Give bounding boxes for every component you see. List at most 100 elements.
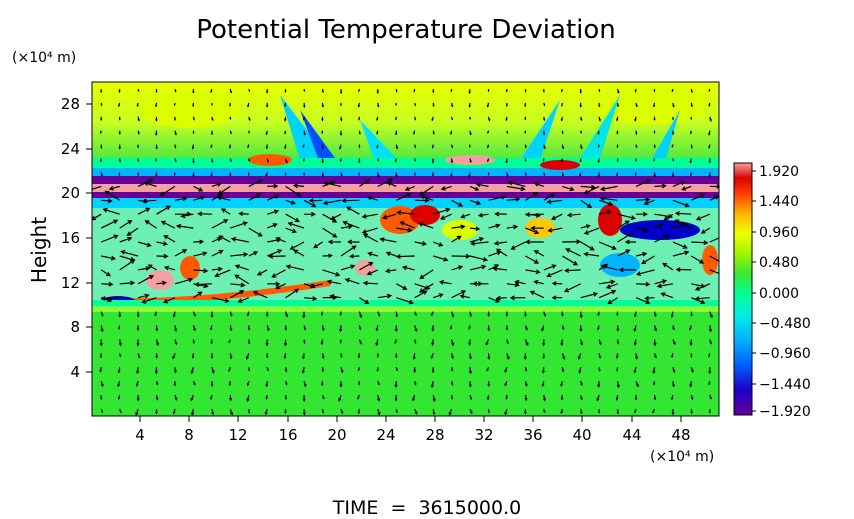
velocity-arrow [709, 195, 719, 201]
velocity-arrow [690, 367, 694, 373]
x-tick-label: 40 [572, 426, 591, 444]
velocity-arrow [597, 158, 600, 164]
velocity-arrow [475, 182, 489, 188]
x-tick: 28 [425, 416, 445, 444]
velocity-arrow [346, 206, 360, 215]
velocity-arrow [395, 254, 415, 259]
velocity-arrow [321, 158, 324, 164]
velocity-arrow [505, 311, 509, 317]
velocity-arrow [430, 311, 434, 317]
velocity-arrow [600, 264, 618, 271]
velocity-arrow [708, 102, 711, 107]
velocity-arrow [252, 291, 268, 299]
velocity-arrow [663, 213, 674, 221]
velocity-arrow [160, 220, 176, 229]
velocity-arrow [708, 158, 712, 164]
velocity-arrow [694, 296, 710, 301]
velocity-arrow [506, 282, 520, 288]
velocity-arrow [265, 339, 269, 347]
velocity-arrow [100, 116, 103, 121]
velocity-arrow [485, 339, 490, 346]
velocity-arrow [413, 88, 416, 93]
velocity-arrow [303, 325, 307, 331]
velocity-arrow [404, 185, 415, 191]
velocity-arrow [533, 182, 544, 187]
colorbar-tick: 0.960 [752, 225, 799, 241]
velocity-arrow [617, 232, 633, 243]
velocity-arrow [366, 269, 379, 276]
velocity-arrow [634, 408, 637, 414]
velocity-arrow [214, 269, 231, 278]
velocity-arrow [635, 227, 649, 233]
velocity-arrow [634, 172, 637, 176]
velocity-arrow [119, 236, 133, 243]
velocity-arrow [543, 144, 546, 150]
velocity-arrow [118, 172, 121, 177]
velocity-arrow [327, 239, 342, 245]
velocity-arrow [173, 116, 177, 121]
velocity-arrow [340, 116, 343, 122]
velocity-arrow [413, 367, 417, 374]
velocity-arrow [117, 381, 121, 388]
velocity-arrow [266, 325, 270, 332]
velocity-arrow [495, 295, 507, 301]
velocity-arrow [210, 353, 214, 359]
velocity-arrow [616, 130, 619, 135]
velocity-arrow [362, 233, 379, 243]
velocity-arrow [690, 408, 693, 415]
velocity-arrow [303, 88, 306, 93]
velocity-arrow [100, 269, 112, 277]
velocity-arrow [598, 88, 601, 93]
velocity-arrow [377, 102, 380, 108]
velocity-arrow [635, 281, 651, 287]
velocity-arrow [385, 251, 397, 257]
velocity-arrow [359, 297, 370, 305]
velocity-arrow [672, 180, 686, 187]
velocity-arrow [652, 367, 656, 375]
velocity-arrow [653, 172, 656, 178]
velocity-arrow [323, 181, 342, 187]
velocity-arrow [100, 395, 103, 401]
velocity-arrow [506, 130, 509, 135]
velocity-arrow [173, 172, 176, 177]
velocity-arrow [598, 339, 602, 346]
velocity-arrow [361, 227, 378, 234]
velocity-arrow [565, 248, 581, 257]
velocity-arrow [524, 311, 527, 318]
velocity-arrow [303, 381, 307, 388]
velocity-arrow [469, 311, 472, 318]
velocity-arrow [210, 325, 213, 331]
colorbar-ticks: 1.920 1.440 0.960 0.480 0.000 −0.480 [752, 164, 811, 420]
velocity-arrow [118, 116, 121, 121]
velocity-arrow [303, 199, 317, 208]
velocity-arrow [155, 144, 158, 150]
velocity-arrow [414, 197, 430, 203]
velocity-arrow [432, 408, 436, 416]
velocity-arrow [449, 130, 453, 135]
velocity-arrow [634, 88, 637, 93]
velocity-arrow [377, 158, 380, 162]
velocity-arrow [506, 144, 508, 149]
velocity-arrow [284, 367, 288, 373]
velocity-arrow [99, 353, 103, 359]
velocity-arrow [321, 88, 325, 94]
velocity-arrow [119, 280, 136, 286]
velocity-arrow [579, 89, 582, 94]
velocity-arrow [193, 195, 206, 201]
y-tick-label: 24 [61, 140, 80, 158]
velocity-arrow [394, 339, 397, 344]
velocity-arrow [468, 144, 471, 148]
velocity-arrow [256, 269, 268, 276]
velocity-arrow [375, 339, 379, 347]
velocity-arrow [418, 222, 434, 229]
velocity-arrow [431, 339, 435, 346]
velocity-arrow [505, 88, 508, 93]
velocity-arrow [155, 339, 160, 346]
velocity-arrow [579, 325, 583, 332]
velocity-arrow [580, 408, 583, 415]
velocity-arrow [92, 185, 102, 192]
velocity-arrow [580, 224, 591, 229]
velocity-arrow [597, 408, 601, 414]
velocity-arrow [192, 89, 195, 94]
velocity-arrow [524, 102, 527, 108]
